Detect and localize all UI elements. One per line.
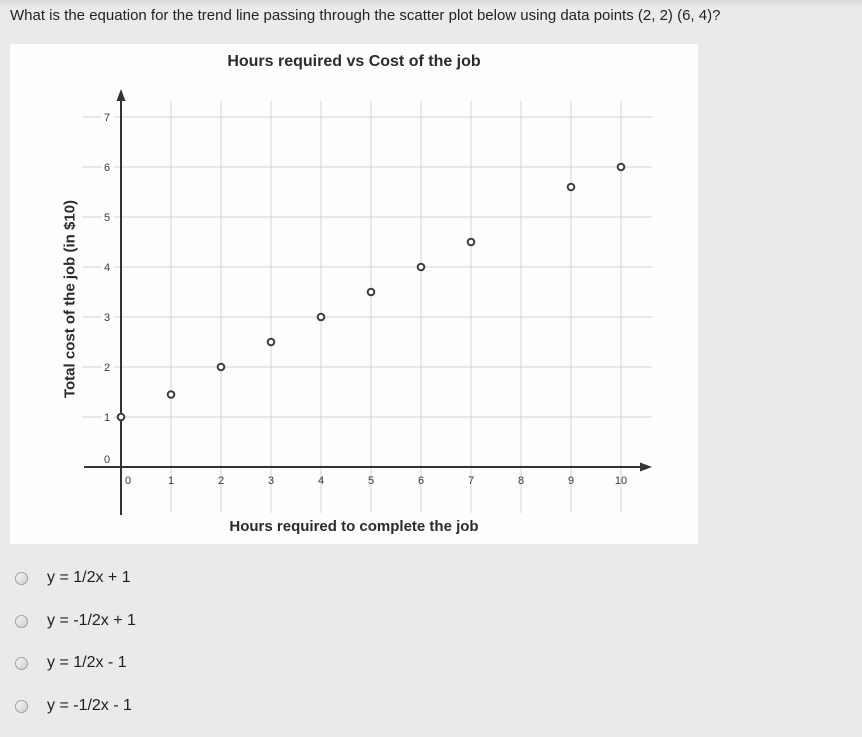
x-tick-label: 2 — [218, 475, 224, 487]
y-axis-arrow-icon — [116, 89, 126, 101]
x-tick-label: 5 — [368, 475, 374, 487]
chart-panel: Hours required vs Cost of the job Total … — [10, 44, 698, 544]
answer-option-4[interactable]: y = -1/2x - 1 — [15, 695, 132, 717]
data-point — [616, 162, 626, 172]
data-point — [366, 287, 376, 297]
chart-x-axis-label: Hours required to complete the job — [229, 518, 479, 535]
x-tick-label: 10 — [615, 475, 627, 487]
radio-button-icon[interactable] — [15, 571, 28, 585]
radio-button-icon[interactable] — [15, 614, 28, 628]
y-tick-label: 3 — [104, 312, 110, 324]
data-point — [266, 337, 276, 347]
answer-option-2[interactable]: y = -1/2x + 1 — [15, 610, 136, 632]
x-tick-label: 6 — [418, 475, 424, 487]
y-tick-label: 2 — [104, 362, 110, 374]
answer-option-label: y = 1/2x + 1 — [47, 569, 131, 586]
y-tick-label: 6 — [104, 162, 110, 174]
answer-option-label: y = 1/2x - 1 — [47, 654, 127, 671]
data-point — [466, 237, 476, 247]
y-tick-label: 4 — [104, 262, 110, 274]
y-tick-label: 7 — [104, 112, 110, 124]
answer-option-label: y = -1/2x + 1 — [47, 612, 136, 629]
data-point — [166, 390, 176, 399]
x-tick-label: 8 — [518, 475, 524, 487]
y-tick-label: 0 — [104, 454, 110, 466]
x-tick-label: 1 — [168, 475, 174, 487]
x-tick-label: 3 — [268, 475, 274, 487]
x-axis-arrow-icon — [640, 462, 652, 472]
radio-button-icon[interactable] — [15, 656, 28, 670]
x-tick-label: 7 — [468, 475, 474, 487]
y-tick-label: 1 — [104, 412, 110, 424]
scatter-plot: 0 1 2 3 4 5 6 7 0 1 2 3 4 5 6 7 8 9 10 — [83, 89, 652, 515]
chart-title: Hours required vs Cost of the job — [227, 53, 481, 70]
answer-option-3[interactable]: y = 1/2x - 1 — [15, 652, 127, 674]
x-tick-label: 9 — [568, 475, 574, 487]
x-tick-label: 4 — [318, 475, 324, 487]
data-point — [116, 412, 126, 422]
data-point — [416, 262, 426, 272]
y-tick-label: 5 — [104, 212, 110, 224]
data-point — [216, 362, 226, 372]
data-point — [566, 182, 576, 192]
answer-option-1[interactable]: y = 1/2x + 1 — [15, 567, 131, 589]
radio-button-icon[interactable] — [15, 699, 28, 713]
question-text: What is the equation for the trend line … — [10, 7, 721, 24]
data-point — [316, 312, 326, 322]
x-tick-label: 0 — [125, 475, 131, 487]
answer-option-label: y = -1/2x - 1 — [47, 697, 132, 714]
